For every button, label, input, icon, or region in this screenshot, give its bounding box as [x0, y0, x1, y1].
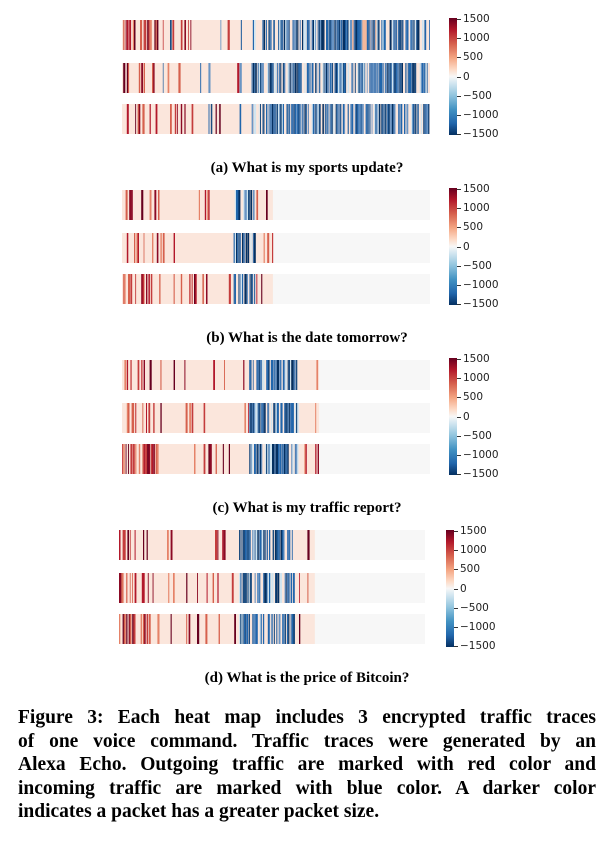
- colorbar-tick-label: −1000: [460, 621, 496, 633]
- heatmap-strip: [122, 20, 431, 50]
- colorbar-tick-label: 1500: [463, 13, 490, 25]
- colorbar-tick: [457, 57, 461, 58]
- colorbar-tick-label: −1000: [463, 449, 499, 461]
- colorbar-tick-label: −1500: [463, 298, 499, 310]
- colorbar-tick-label: −1500: [460, 640, 496, 652]
- colorbar-tick-label: −1500: [463, 128, 499, 140]
- colorbar-tick: [457, 115, 461, 116]
- colorbar-tick-label: −1000: [463, 109, 499, 121]
- colorbar-tick-label: −500: [463, 260, 492, 272]
- colorbar-tick-label: −1500: [463, 468, 499, 480]
- caption-line: incoming traffic are marked with blue co…: [18, 777, 596, 799]
- trace-a-3: [122, 104, 430, 134]
- colorbar-tick: [457, 266, 461, 267]
- trace-b-3: [122, 274, 430, 304]
- colorbar-tick-label: 0: [463, 411, 470, 423]
- colorbar-tick-label: 1500: [463, 183, 490, 195]
- colorbar-tick: [457, 304, 461, 305]
- subcaption-b: (b) What is the date tomorrow?: [206, 330, 408, 346]
- caption-line: indicates a packet has a greater packet …: [18, 801, 380, 823]
- heatmap-strip: [122, 190, 430, 220]
- colorbar-tick: [457, 189, 461, 190]
- colorbar-tick-label: 500: [463, 221, 484, 233]
- colorbar-tick-label: 500: [463, 51, 484, 63]
- colorbar-tick-label: 1000: [460, 544, 487, 556]
- colorbar-tick: [454, 627, 458, 628]
- subcaption-d: (d) What is the price of Bitcoin?: [204, 670, 410, 686]
- colorbar-tick-label: 1500: [460, 525, 487, 537]
- caption-line: Alexa Echo. Outgoing traffic are marked …: [18, 754, 596, 776]
- heatmap-strip: [122, 104, 430, 134]
- subcaption-a: (a) What is my sports update?: [210, 160, 404, 176]
- colorbar-tick: [454, 646, 458, 647]
- heatmap-strip: [122, 360, 430, 390]
- colorbar-c: 1500 1000 500 0 −500 −1000 −1500: [449, 353, 499, 480]
- heatmap-strip: [119, 530, 425, 560]
- colorbar-tick: [457, 247, 461, 248]
- colorbar-tick-label: 1000: [463, 372, 490, 384]
- colorbar-tick-label: −1000: [463, 279, 499, 291]
- heatmap-strip: [122, 63, 430, 93]
- figure-caption: Figure 3: Each heat map includes 3 encry…: [18, 706, 596, 824]
- colorbar-tick: [457, 19, 461, 20]
- colorbar-tick-label: −500: [460, 602, 489, 614]
- colorbar-tick: [454, 569, 458, 570]
- caption-line: Figure 3: Each heat map includes 3 encry…: [18, 707, 596, 728]
- colorbar-tick-label: 500: [463, 391, 484, 403]
- colorbar-tick: [457, 77, 461, 78]
- heatmap-strip: [119, 614, 425, 644]
- colorbar-tick: [457, 285, 461, 286]
- colorbar-tick: [454, 608, 458, 609]
- caption-line: of one voice command. Traffic traces wer…: [18, 730, 596, 752]
- colorbar-tick: [457, 227, 461, 228]
- heatmap-strip: [122, 444, 430, 474]
- trace-c-3: [122, 444, 430, 474]
- colorbar-d: 1500 1000 500 0 −500 −1000 −1500: [446, 525, 496, 652]
- trace-d-3: [119, 614, 425, 644]
- heatmap-strip: [122, 403, 430, 433]
- colorbar-tick-label: 1500: [463, 353, 490, 365]
- colorbar-tick: [457, 474, 461, 475]
- colorbar-tick: [457, 378, 461, 379]
- colorbar-tick-label: 0: [463, 241, 470, 253]
- heatmap-strip: [122, 233, 430, 263]
- trace-a-2: [122, 63, 430, 93]
- trace-c-1: [122, 360, 430, 390]
- colorbar-tick-label: 1000: [463, 32, 490, 44]
- trace-b-1: [122, 190, 430, 220]
- colorbar-tick: [457, 134, 461, 135]
- colorbar-tick: [457, 359, 461, 360]
- colorbar-tick-label: 0: [463, 71, 470, 83]
- colorbar-tick: [457, 38, 461, 39]
- subcaption-c: (c) What is my traffic report?: [212, 500, 402, 516]
- colorbar-tick: [457, 208, 461, 209]
- colorbar-tick-label: 0: [460, 583, 467, 595]
- trace-c-2: [122, 403, 430, 433]
- colorbar-tick: [457, 455, 461, 456]
- colorbar-tick-label: 500: [460, 563, 481, 575]
- heatmap-strip: [119, 573, 425, 603]
- colorbar-tick-label: −500: [463, 90, 492, 102]
- trace-d-2: [119, 573, 425, 603]
- colorbar-tick: [457, 436, 461, 437]
- colorbar-tick: [457, 96, 461, 97]
- colorbar-tick-label: 1000: [463, 202, 490, 214]
- colorbar-b: 1500 1000 500 0 −500 −1000 −1500: [449, 183, 499, 310]
- trace-a-1: [122, 20, 431, 50]
- colorbar-tick-label: −500: [463, 430, 492, 442]
- heatmap-strip: [122, 274, 430, 304]
- trace-b-2: [122, 233, 430, 263]
- colorbar-tick: [454, 531, 458, 532]
- colorbar-tick: [454, 550, 458, 551]
- colorbar-tick: [457, 397, 461, 398]
- colorbar-tick: [457, 417, 461, 418]
- trace-d-1: [119, 530, 425, 560]
- colorbar-tick: [454, 589, 458, 590]
- colorbar-a: 1500 1000 500 0 −500 −1000 −1500: [449, 13, 499, 140]
